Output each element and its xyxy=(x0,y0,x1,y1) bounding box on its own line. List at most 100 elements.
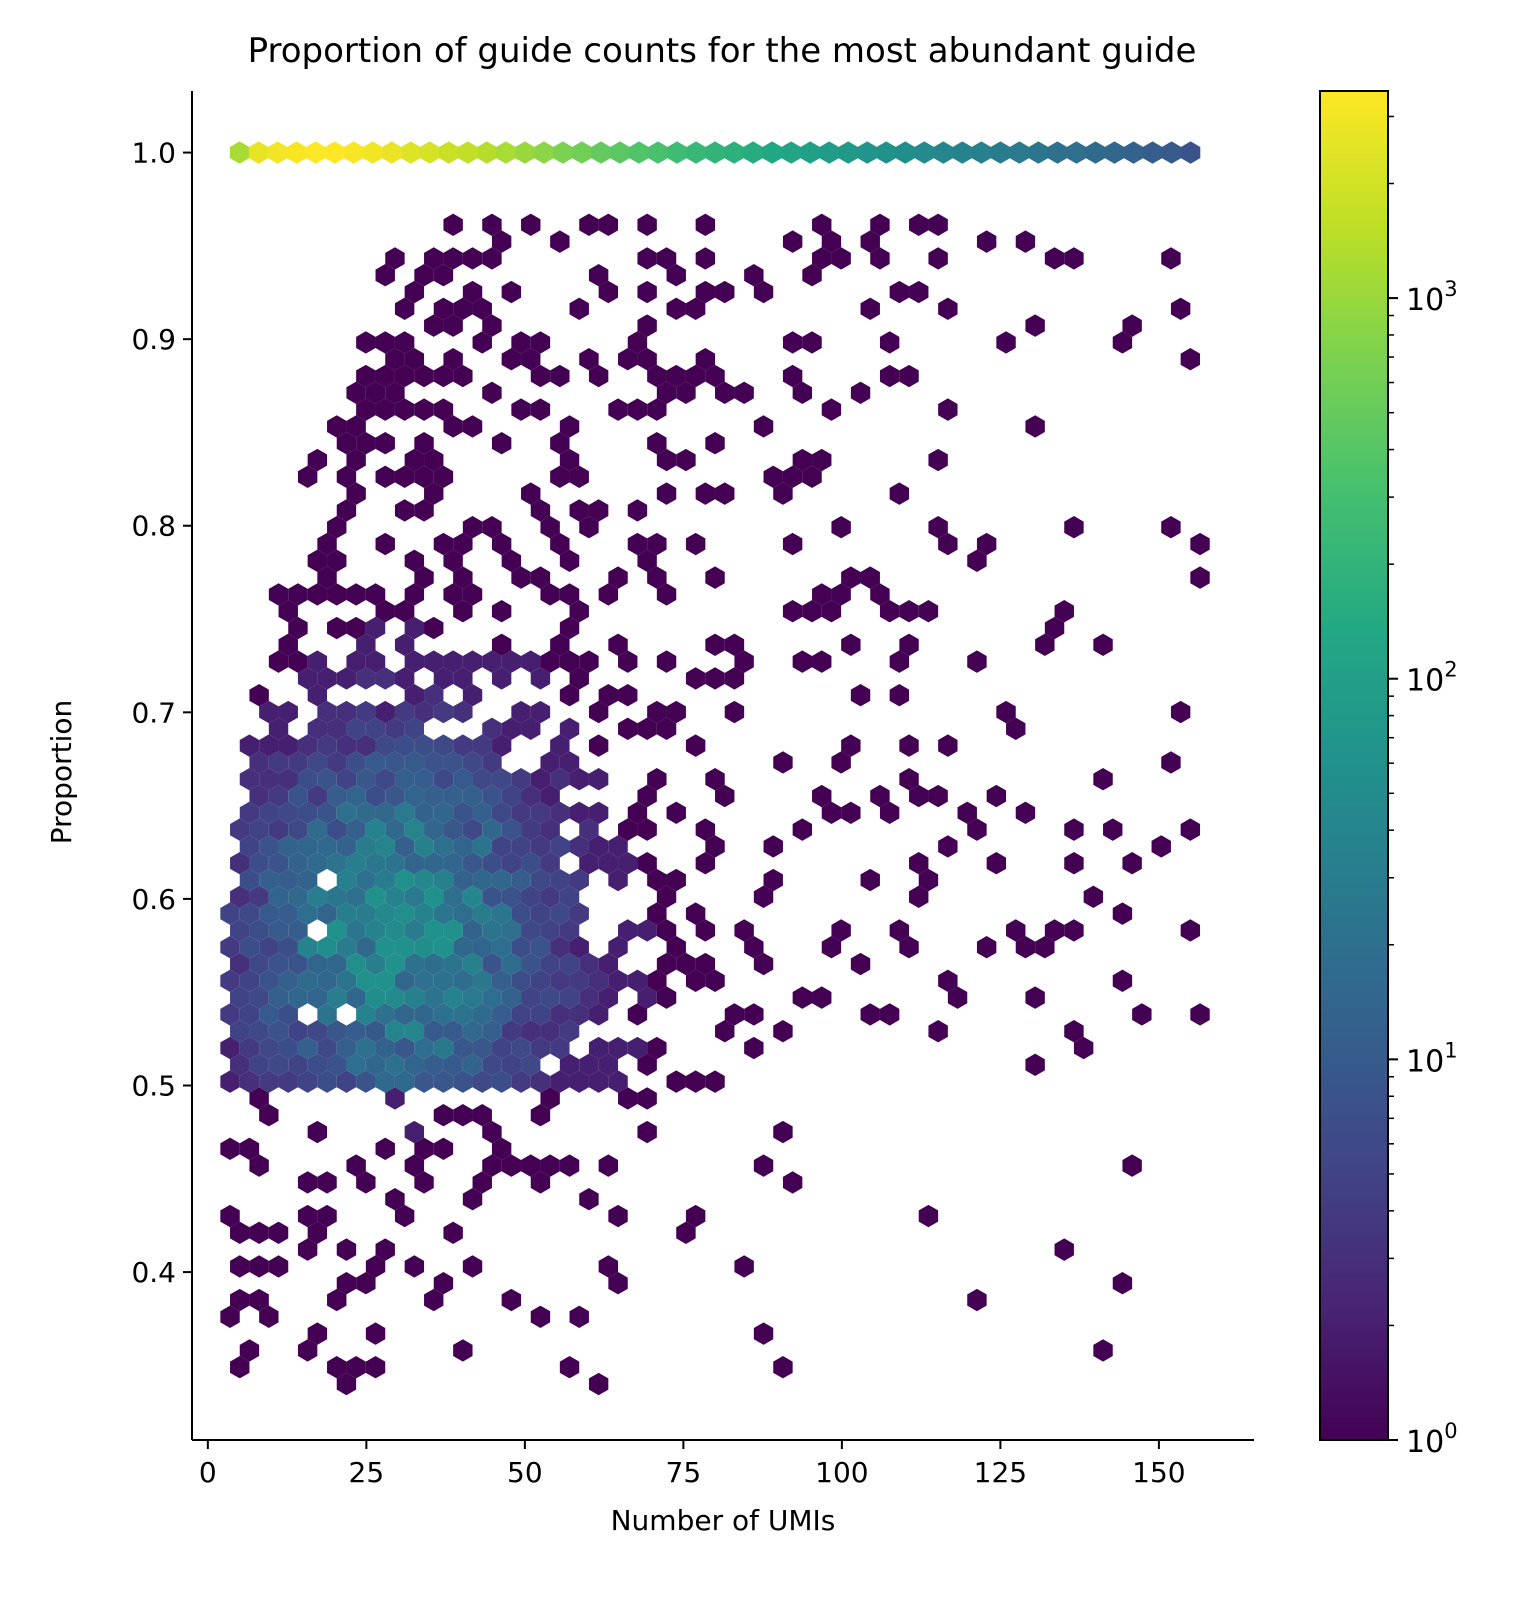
hexbin-top-row xyxy=(686,141,706,164)
hexbin xyxy=(433,1137,454,1161)
x-tick-label: 75 xyxy=(666,1456,702,1489)
hexbin xyxy=(365,1020,386,1043)
hexbin xyxy=(414,465,434,489)
hexbin xyxy=(230,952,250,976)
hexbin xyxy=(375,902,395,925)
hexbin xyxy=(841,566,861,589)
hexbin xyxy=(453,835,473,858)
hexbin xyxy=(336,432,357,455)
hexbin xyxy=(579,1188,599,1211)
hexbin-top-row xyxy=(1085,141,1106,164)
hexbin xyxy=(346,852,366,875)
hexbin xyxy=(443,583,463,606)
hexbin xyxy=(491,835,512,858)
hexbin-top-row xyxy=(496,141,516,164)
hexbin xyxy=(259,700,279,724)
hexbin xyxy=(521,852,541,875)
hexbin xyxy=(685,364,706,388)
hexbin xyxy=(482,919,502,942)
hexbin xyxy=(375,1003,395,1026)
hexbin xyxy=(346,818,366,841)
hexbin xyxy=(753,1322,774,1345)
hexbin xyxy=(734,919,754,942)
hexbin xyxy=(336,1372,357,1396)
hexbin xyxy=(1064,1020,1084,1043)
hexbin xyxy=(288,986,308,1009)
hexbin xyxy=(482,381,502,405)
hexbin xyxy=(433,1036,454,1060)
hexbin xyxy=(472,1003,492,1026)
hexbin xyxy=(802,264,822,287)
hexbin xyxy=(404,650,425,673)
hexbin xyxy=(259,1070,279,1093)
hexbin xyxy=(433,364,454,388)
hexbin xyxy=(472,1036,492,1060)
hexbin xyxy=(268,751,289,774)
hexbin xyxy=(365,751,386,774)
hexbin xyxy=(559,1154,580,1177)
hexbin-top-row xyxy=(439,141,459,164)
hexbin-top-row xyxy=(534,141,554,164)
hexbin xyxy=(695,952,716,976)
hexbin xyxy=(414,364,434,388)
hexbin xyxy=(540,784,560,808)
hexbin xyxy=(453,969,473,993)
hexbin xyxy=(550,835,570,858)
hexbin xyxy=(297,936,318,959)
hexbin xyxy=(812,213,832,237)
hexbin xyxy=(1064,852,1084,875)
hexbin xyxy=(414,566,434,589)
hexbin xyxy=(404,348,425,371)
hexbin xyxy=(346,919,366,942)
hexbin xyxy=(356,1036,376,1060)
hexbin xyxy=(734,381,754,405)
hexbin xyxy=(821,600,842,623)
hexbin xyxy=(239,969,260,993)
hexbin xyxy=(491,902,512,925)
hexbin xyxy=(637,852,657,875)
hexbin xyxy=(860,566,880,589)
hexbin xyxy=(501,1053,522,1077)
hexbin xyxy=(278,1003,298,1026)
hexbin xyxy=(453,532,473,556)
hexbin xyxy=(540,952,560,976)
hexbin xyxy=(559,650,580,673)
hexbin xyxy=(782,465,803,489)
hexbin xyxy=(297,1238,318,1261)
hexbin xyxy=(511,1070,531,1093)
hexbin xyxy=(356,331,376,354)
hexbin xyxy=(424,784,444,808)
hexbin xyxy=(365,650,386,673)
hexbin xyxy=(569,902,589,925)
hexbin xyxy=(550,1003,570,1026)
hexbin xyxy=(443,986,463,1009)
hexbin-top-row xyxy=(1104,141,1125,164)
hexbin xyxy=(530,969,551,993)
hexbin xyxy=(375,465,395,489)
hexbin xyxy=(394,936,415,959)
hexbin xyxy=(297,902,318,925)
hexbin xyxy=(792,818,813,841)
hexbin xyxy=(356,633,376,657)
hexbin xyxy=(1151,835,1171,858)
hexbin xyxy=(598,952,619,976)
hexbin xyxy=(569,667,589,690)
hexbin xyxy=(307,1322,328,1345)
hexbin xyxy=(588,969,609,993)
hexbin xyxy=(666,936,686,959)
hexbin xyxy=(608,1204,628,1228)
hexbin xyxy=(462,684,483,707)
hexbin-top-row xyxy=(724,141,744,164)
hexbin xyxy=(356,868,376,892)
hexbin xyxy=(491,969,512,993)
hexbin xyxy=(1044,616,1065,640)
hexbin xyxy=(268,818,289,841)
hexbin xyxy=(462,516,483,539)
hexbin xyxy=(453,734,473,757)
hexbin xyxy=(550,230,570,253)
hexbin xyxy=(588,1036,609,1060)
hexbin xyxy=(414,768,434,791)
hexbin xyxy=(453,700,473,724)
hexbin xyxy=(453,868,473,892)
hexbin xyxy=(482,1154,502,1177)
